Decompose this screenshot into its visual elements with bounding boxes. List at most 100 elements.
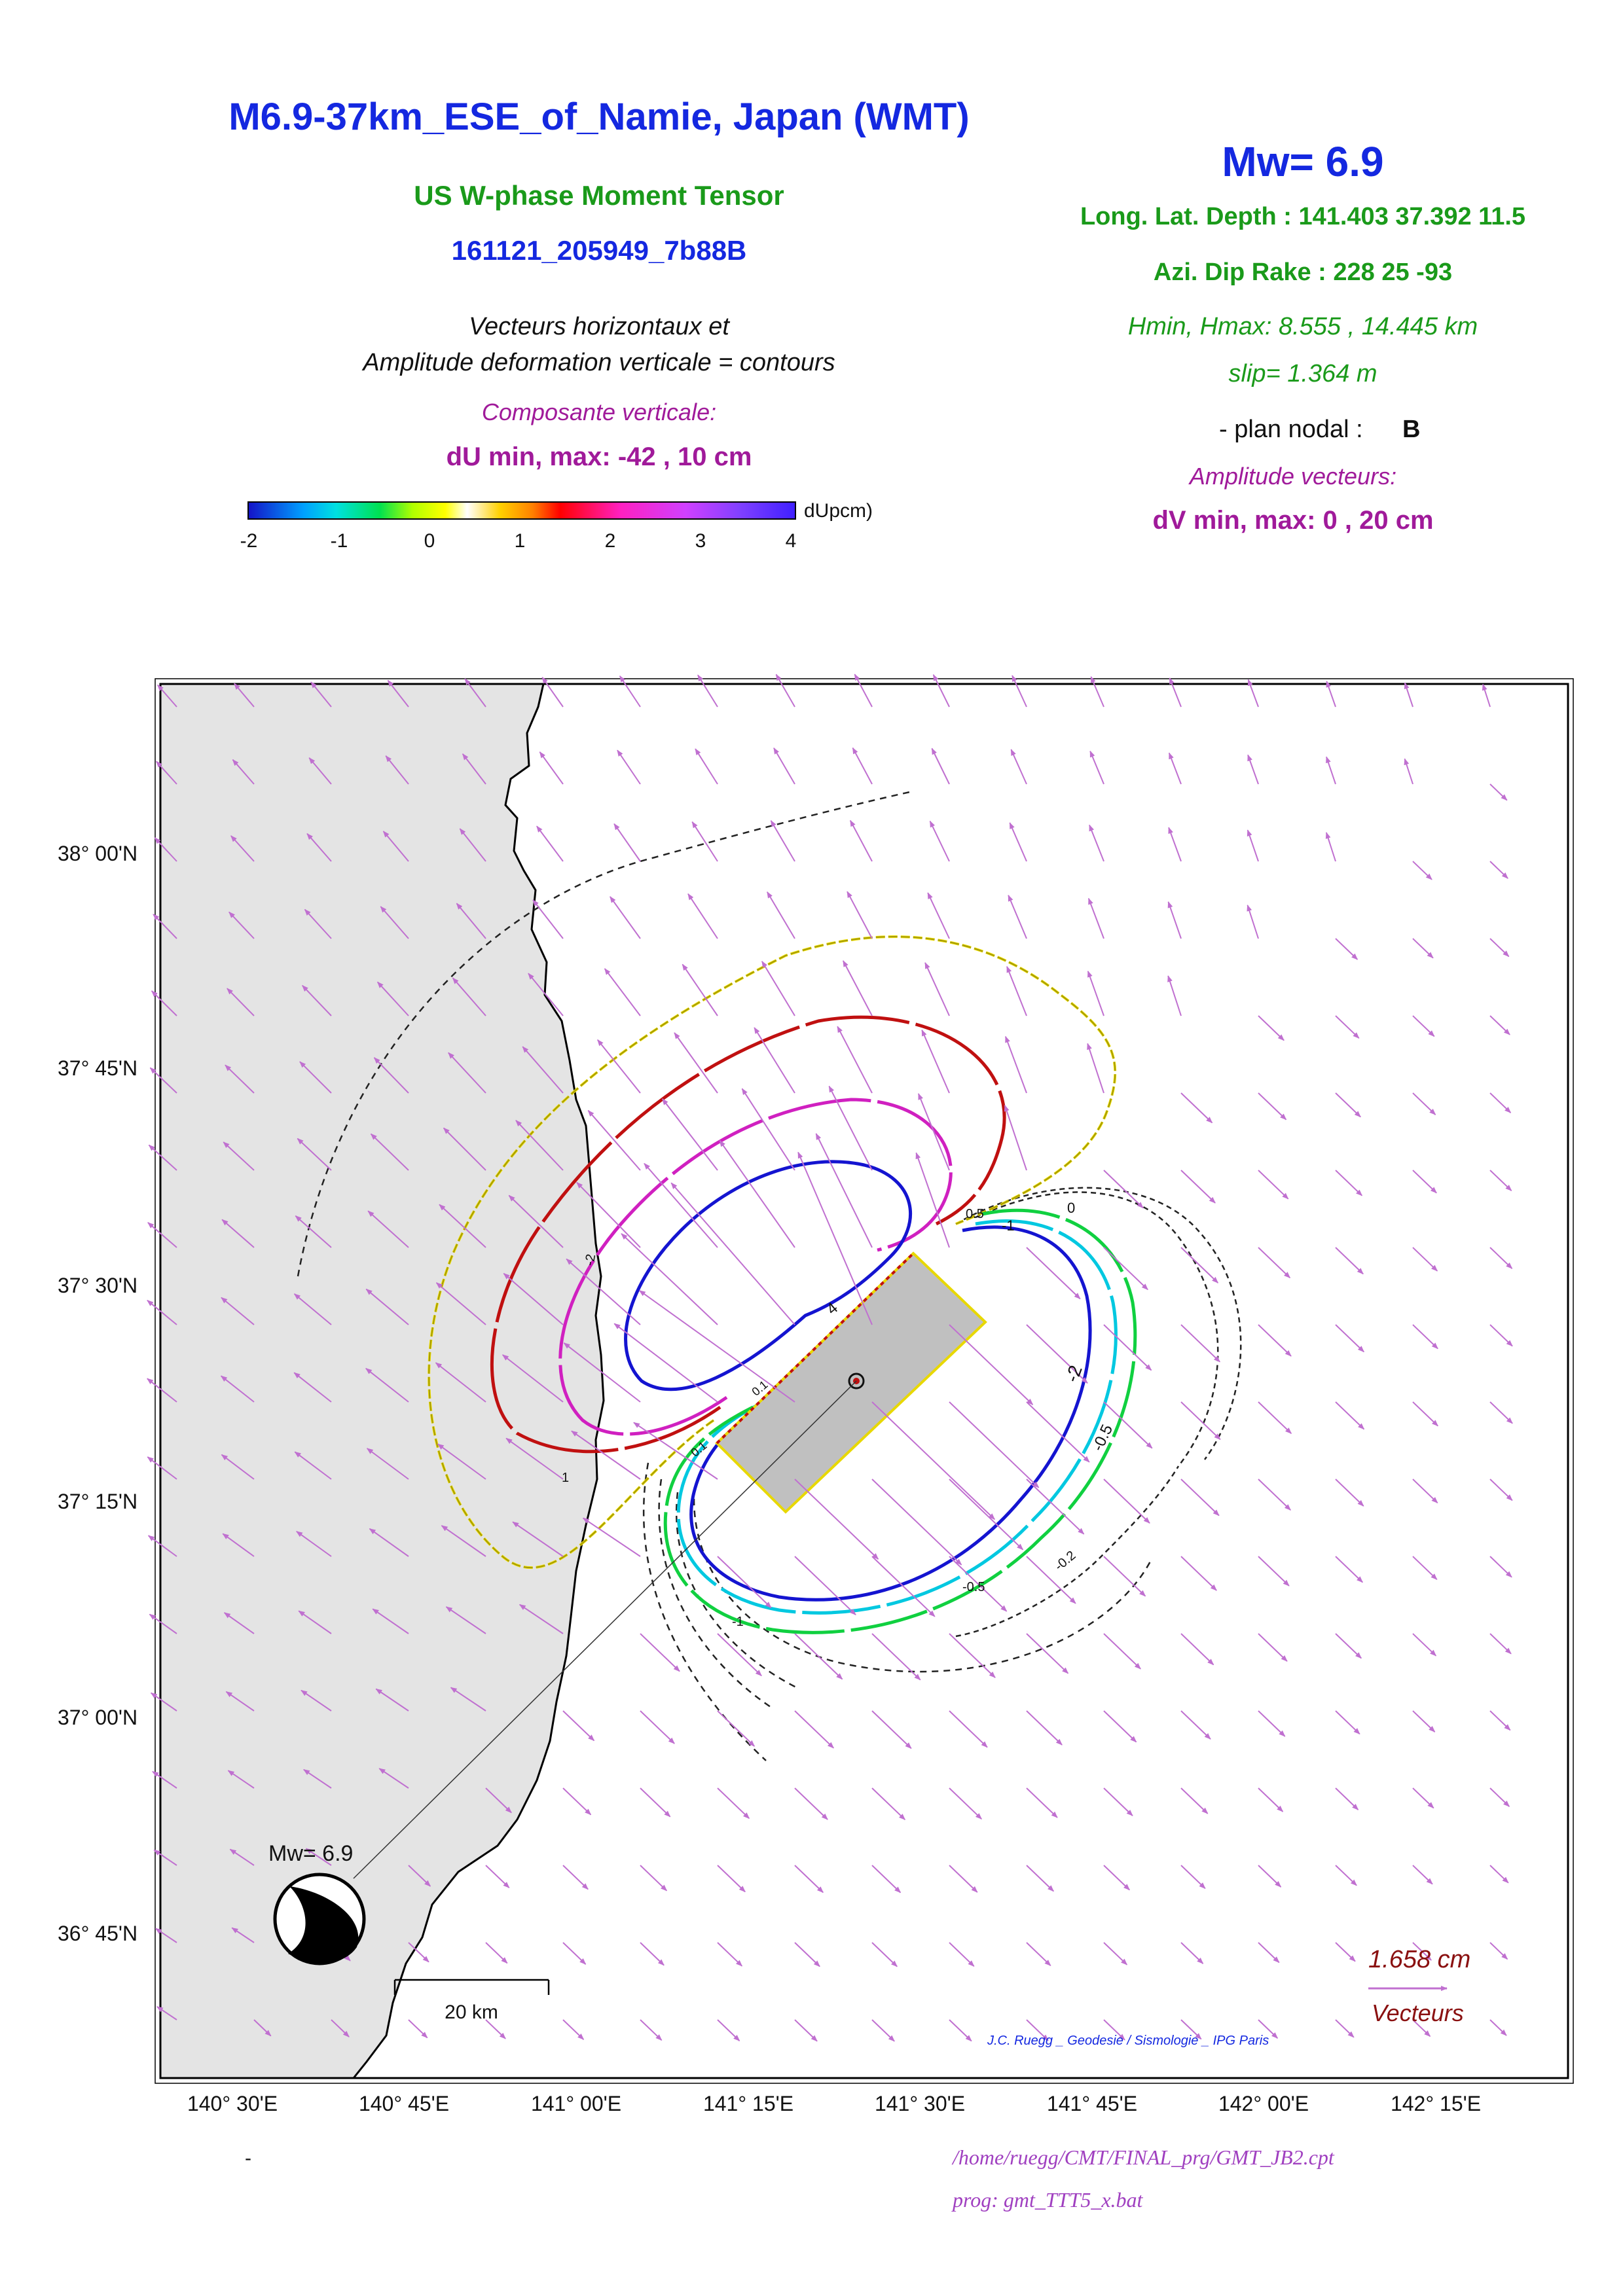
displacement-vector <box>638 1289 795 1403</box>
description-line-1: Vecteurs horizontaux et <box>469 313 729 340</box>
displacement-vector <box>152 1770 177 1789</box>
displacement-vector <box>1335 2019 1355 2038</box>
displacement-vector <box>717 1942 743 1967</box>
displacement-vector <box>794 1633 843 1680</box>
displacement-vector <box>562 2019 585 2040</box>
displacement-vector <box>754 1027 795 1094</box>
displacement-vector <box>153 914 177 939</box>
lat-label: 37° 15'N <box>58 1490 138 1513</box>
lon-label: 142° 00'E <box>1218 2092 1309 2115</box>
displacement-vector <box>717 2019 740 2041</box>
displacement-vector <box>305 1848 332 1866</box>
displacement-vector <box>563 1342 641 1403</box>
displacement-vector <box>794 1865 824 1893</box>
displacement-vector <box>299 1061 332 1094</box>
displacement-vector <box>228 911 255 939</box>
displacement-vector <box>157 684 177 708</box>
displacement-vector <box>717 1556 772 1609</box>
displacement-vector <box>815 1133 873 1248</box>
displacement-vector <box>871 1633 921 1681</box>
displacement-vector <box>1335 1015 1360 1039</box>
displacement-vector <box>1489 1092 1512 1113</box>
displacement-vector <box>1335 1865 1357 1886</box>
displacement-vector <box>365 1288 409 1325</box>
displacement-vector <box>234 683 255 708</box>
displacement-vector <box>1335 1247 1364 1275</box>
displacement-vector <box>1489 1401 1513 1424</box>
displacement-vector <box>717 1633 762 1677</box>
displacement-vector <box>156 2006 177 2020</box>
map-title: M6.9-37km_ESE_of_Namie, Japan (WMT) <box>228 96 970 138</box>
displacement-vector <box>1026 1247 1081 1300</box>
displacement-vector <box>1004 1104 1027 1171</box>
displacement-vector <box>640 1865 668 1892</box>
displacement-vector <box>231 1927 255 1943</box>
displacement-vector <box>437 1443 486 1480</box>
displacement-vector <box>794 2019 818 2042</box>
displacement-vector <box>1026 1942 1051 1966</box>
displacement-vector <box>1335 1479 1364 1507</box>
displacement-vector <box>1247 829 1259 862</box>
contour-label: -0.5 <box>962 1580 985 1594</box>
displacement-vector <box>794 1479 879 1560</box>
displacement-vector <box>149 1067 177 1094</box>
displacement-vector <box>949 1942 975 1967</box>
displacement-vector <box>613 1323 718 1403</box>
displacement-vector <box>1087 897 1104 939</box>
lon-label: 141° 45'E <box>1046 2092 1138 2115</box>
displacement-vector <box>536 825 564 862</box>
displacement-vector <box>1103 1247 1148 1291</box>
displacement-vector <box>695 748 718 785</box>
contour-blue-lower <box>689 1225 1092 1602</box>
displacement-vector <box>843 960 873 1016</box>
displacement-vector <box>1412 1787 1434 1809</box>
displacement-vector <box>1103 1556 1146 1597</box>
displacement-vector <box>562 1865 589 1890</box>
plan-nodal-label: - plan nodal : <box>1219 416 1363 443</box>
displacement-vector <box>775 673 795 708</box>
displacement-vector <box>365 1368 409 1403</box>
lon-label: 141° 30'E <box>874 2092 966 2115</box>
footer-dash: - <box>245 2147 251 2169</box>
displacement-vector <box>562 1710 595 1742</box>
displacement-vector <box>1103 1942 1128 1965</box>
displacement-vector <box>697 674 718 708</box>
displacement-vector <box>1180 1247 1219 1283</box>
displacement-vector <box>293 1293 332 1325</box>
displacement-vector <box>617 749 641 785</box>
displacement-vector <box>794 1710 834 1749</box>
displacement-vector <box>380 906 409 939</box>
displacement-vector <box>1325 832 1336 862</box>
displacement-vector <box>408 2019 428 2039</box>
slip-value: slip= 1.364 m <box>1228 360 1377 387</box>
displacement-vector <box>1489 1015 1510 1035</box>
displacement-vector <box>640 1942 665 1966</box>
contour-label: 1 <box>562 1471 570 1485</box>
displacement-vector <box>871 1479 962 1566</box>
displacement-vector <box>443 1127 486 1171</box>
displacement-vector <box>1412 1324 1438 1350</box>
displacement-vector <box>304 908 332 939</box>
displacement-vector <box>619 675 641 708</box>
displacement-vector <box>532 899 564 939</box>
displacement-vector <box>871 1710 912 1749</box>
scale-bar-label: 20 km <box>445 2001 498 2023</box>
lon-label: 140° 45'E <box>358 2092 450 2115</box>
displacement-vector <box>1026 1556 1076 1604</box>
displacement-vector <box>949 1633 996 1678</box>
displacement-vector <box>1489 1865 1509 1884</box>
contour-yellow <box>428 935 1117 1569</box>
displacement-vector <box>562 1787 592 1816</box>
displacement-vector <box>597 1039 641 1094</box>
displacement-vector <box>613 823 641 862</box>
displacement-vector <box>154 837 177 862</box>
displacement-vector <box>1335 1170 1363 1196</box>
description-line-2: Amplitude deformation verticale = contou… <box>363 349 835 376</box>
displacement-vector <box>227 988 255 1016</box>
beachball-mw-label: Mw= 6.9 <box>268 1841 354 1866</box>
displacement-vector <box>670 1182 795 1325</box>
contour-red <box>490 1015 1006 1454</box>
contour-cyan <box>676 1219 1118 1615</box>
displacement-vector <box>1489 783 1508 801</box>
